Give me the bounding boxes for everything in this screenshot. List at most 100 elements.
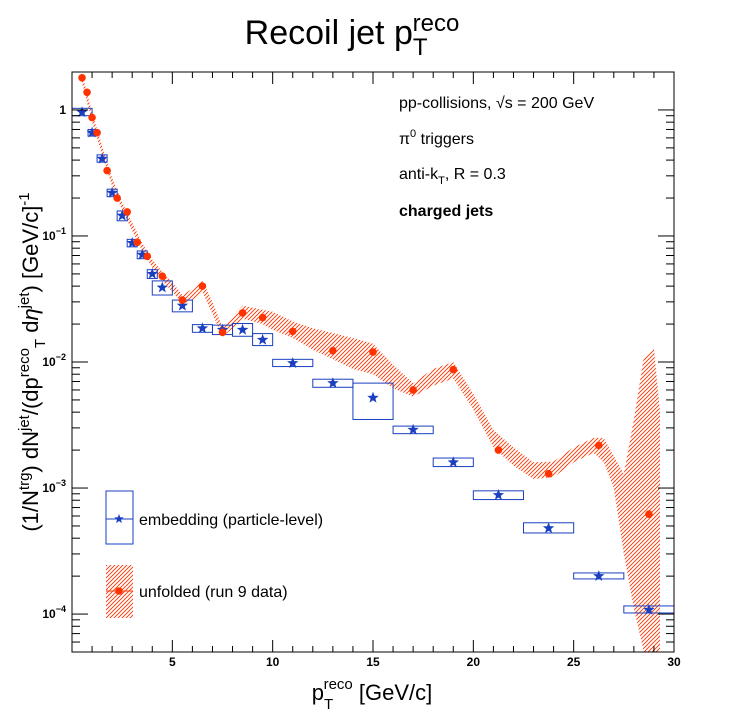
annotation-3: charged jets bbox=[399, 203, 493, 220]
unfolded-point-21 bbox=[544, 469, 553, 478]
legend-embedding-marker bbox=[114, 514, 124, 523]
unfolded-point-14 bbox=[258, 313, 267, 322]
legend-unfolded-label: unfolded (run 9 data) bbox=[139, 584, 288, 601]
embedding-point-1 bbox=[86, 126, 98, 138]
annotation-2-part-1: T bbox=[438, 175, 445, 187]
annotations: pp-collisions, √s = 200 GeV π0 triggers an… bbox=[399, 95, 594, 220]
legend-embedding-box bbox=[105, 490, 134, 545]
x-axis-title-superscript: reco bbox=[324, 676, 353, 693]
y-axis-title-part-3: jet bbox=[16, 414, 33, 432]
legend-embedding-label: embedding (particle-level) bbox=[139, 512, 323, 529]
x-tick-label-10: 10 bbox=[266, 655, 280, 669]
y-axis-title: (1/Ntrg) dNjet/(dprecoT dηjet) [GeV/c]-1 bbox=[16, 192, 49, 531]
y-tick-label-3: 10−1 bbox=[42, 226, 66, 243]
unfolded-point-19 bbox=[449, 365, 458, 374]
embedding-point-7 bbox=[146, 267, 158, 279]
embedding-point-15 bbox=[327, 377, 339, 388]
unfolded-point-8 bbox=[143, 252, 152, 261]
x-tick-label-25: 25 bbox=[567, 655, 581, 669]
embedding-point-18 bbox=[447, 456, 459, 468]
embedding-box-12 bbox=[232, 323, 254, 337]
embedding-point-14 bbox=[287, 357, 299, 368]
annotation-2-part-2: , R = 0.3 bbox=[445, 166, 506, 183]
unfolded-point-15 bbox=[288, 327, 297, 336]
annotation-1-part-0: π bbox=[399, 131, 410, 148]
unfolded-point-3 bbox=[93, 128, 101, 137]
unfolded-point-16 bbox=[329, 346, 337, 355]
embedding-point-3 bbox=[106, 186, 118, 198]
x-axis-title-subscript: T bbox=[324, 696, 333, 713]
y-axis-title-part-1: trg bbox=[16, 473, 33, 491]
y-axis-title-part-11: -1 bbox=[16, 192, 33, 205]
embedding-point-8 bbox=[156, 281, 168, 293]
y-axis-title-part-9: jet bbox=[16, 292, 33, 310]
unfolded-point-18 bbox=[409, 386, 417, 394]
annotation-2: anti-kT, R = 0.3 bbox=[399, 166, 506, 187]
y-tick-label-2: 10−2 bbox=[42, 352, 66, 369]
x-axis-title: pTreco [GeV/c] bbox=[312, 676, 433, 713]
y-tick-label-1: 10−3 bbox=[42, 478, 66, 495]
unfolded-point-7 bbox=[133, 238, 142, 247]
x-tick-label-20: 20 bbox=[467, 655, 481, 669]
unfolded-point-10 bbox=[178, 296, 187, 304]
embedding-point-12 bbox=[236, 323, 249, 335]
unfolded-point-11 bbox=[198, 282, 207, 290]
y-axis-title-part-10: ) [GeV/c] bbox=[18, 206, 43, 293]
unfolded-uncertainty-band bbox=[82, 73, 660, 652]
unfolded-point-17 bbox=[369, 348, 377, 356]
unfolded-point-9 bbox=[158, 272, 167, 280]
embedding-point-20 bbox=[542, 522, 555, 534]
embedding-point-21 bbox=[593, 570, 605, 581]
legend-unfolded-marker bbox=[115, 587, 123, 595]
unfolded-point-0 bbox=[78, 73, 86, 82]
embedding-point-16 bbox=[367, 391, 379, 403]
x-tick-label-30: 30 bbox=[667, 655, 681, 669]
annotation-1: π0 triggers bbox=[399, 128, 474, 148]
embedding-box-13 bbox=[252, 333, 274, 347]
embedding-point-0 bbox=[76, 106, 88, 117]
y-axis-title-part-0: (1/N bbox=[18, 490, 43, 532]
marker-layer bbox=[76, 73, 655, 615]
x-tick-label-5: 5 bbox=[169, 655, 176, 669]
annotation-1-part-1: 0 bbox=[410, 128, 416, 140]
y-axis-title-part-4: /(dp bbox=[18, 377, 43, 415]
annotation-2-part-0: anti-k bbox=[399, 166, 439, 183]
embedding-point-10 bbox=[196, 322, 209, 334]
chart-title: Recoil jet pTreco bbox=[245, 10, 460, 61]
embedding-box-8 bbox=[151, 280, 173, 296]
y-axis-title-part-7: d bbox=[18, 321, 43, 339]
x-axis-title-rest: [GeV/c] bbox=[353, 680, 432, 705]
embedding-box-16 bbox=[352, 382, 394, 420]
chart-title-subscript: T bbox=[413, 34, 428, 61]
unfolded-point-5 bbox=[113, 194, 121, 202]
unfolded-point-13 bbox=[238, 309, 247, 317]
annotation-0-part-0: pp-collisions, bbox=[399, 95, 496, 112]
x-tick-label-15: 15 bbox=[366, 655, 380, 669]
annotation-1-part-2: triggers bbox=[416, 131, 474, 148]
embedding-point-22 bbox=[643, 603, 655, 615]
y-tick-label-4: 1 bbox=[59, 103, 66, 117]
embedding-point-4 bbox=[116, 209, 128, 221]
embedding-point-19 bbox=[492, 489, 505, 500]
y-axis-title-part-2: ) dN bbox=[18, 431, 43, 473]
y-axis-title-part-5: reco bbox=[16, 348, 33, 377]
annotation-0: pp-collisions, √s = 200 GeV bbox=[399, 95, 594, 112]
embedding-point-9 bbox=[176, 299, 189, 311]
chart-title-superscript: reco bbox=[413, 10, 460, 37]
embedding-point-13 bbox=[256, 333, 269, 345]
unfolded-point-6 bbox=[123, 208, 131, 216]
embedding-point-2 bbox=[96, 152, 108, 164]
embedding-point-17 bbox=[407, 423, 419, 435]
y-tick-label-0: 10−4 bbox=[42, 604, 66, 621]
annotation-0-part-1: √s = 200 GeV bbox=[496, 95, 595, 112]
unfolded-point-22 bbox=[594, 441, 603, 450]
unfolded-point-4 bbox=[103, 166, 111, 175]
embedding-point-5 bbox=[126, 237, 138, 248]
y-axis-title-part-6: T bbox=[32, 339, 49, 348]
y-axis-title-part-8: η bbox=[18, 308, 43, 320]
unfolded-point-20 bbox=[494, 446, 503, 454]
annotation-3-part-0: charged jets bbox=[399, 203, 493, 220]
unfolded-point-12 bbox=[218, 328, 227, 337]
unfolded-point-1 bbox=[83, 88, 91, 97]
